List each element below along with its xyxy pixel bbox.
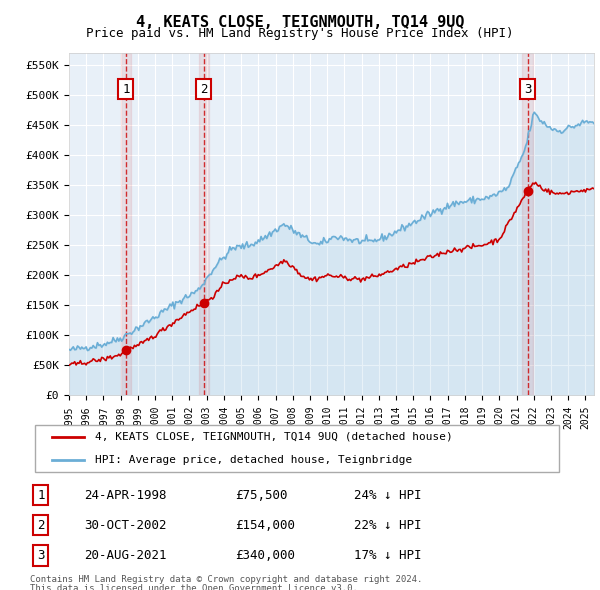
Text: This data is licensed under the Open Government Licence v3.0.: This data is licensed under the Open Gov… xyxy=(30,584,358,590)
Text: 24% ↓ HPI: 24% ↓ HPI xyxy=(354,489,421,502)
Bar xyxy=(199,53,209,395)
Text: 2: 2 xyxy=(200,83,208,96)
Text: 1: 1 xyxy=(122,83,130,96)
Text: 2: 2 xyxy=(37,519,44,532)
Bar xyxy=(121,53,131,395)
Text: £154,000: £154,000 xyxy=(235,519,295,532)
Text: 4, KEATS CLOSE, TEIGNMOUTH, TQ14 9UQ (detached house): 4, KEATS CLOSE, TEIGNMOUTH, TQ14 9UQ (de… xyxy=(95,432,452,442)
Bar xyxy=(523,53,533,395)
Text: £75,500: £75,500 xyxy=(235,489,288,502)
Text: Contains HM Land Registry data © Crown copyright and database right 2024.: Contains HM Land Registry data © Crown c… xyxy=(30,575,422,584)
Text: 30-OCT-2002: 30-OCT-2002 xyxy=(84,519,167,532)
Text: £340,000: £340,000 xyxy=(235,549,295,562)
Text: 22% ↓ HPI: 22% ↓ HPI xyxy=(354,519,421,532)
Text: 3: 3 xyxy=(37,549,44,562)
Text: 20-AUG-2021: 20-AUG-2021 xyxy=(84,549,167,562)
Text: Price paid vs. HM Land Registry's House Price Index (HPI): Price paid vs. HM Land Registry's House … xyxy=(86,27,514,40)
Text: 24-APR-1998: 24-APR-1998 xyxy=(84,489,167,502)
Text: 3: 3 xyxy=(524,83,532,96)
Text: 4, KEATS CLOSE, TEIGNMOUTH, TQ14 9UQ: 4, KEATS CLOSE, TEIGNMOUTH, TQ14 9UQ xyxy=(136,15,464,30)
Text: 1: 1 xyxy=(37,489,44,502)
Text: HPI: Average price, detached house, Teignbridge: HPI: Average price, detached house, Teig… xyxy=(95,455,412,465)
Text: 17% ↓ HPI: 17% ↓ HPI xyxy=(354,549,421,562)
FancyBboxPatch shape xyxy=(35,425,559,472)
